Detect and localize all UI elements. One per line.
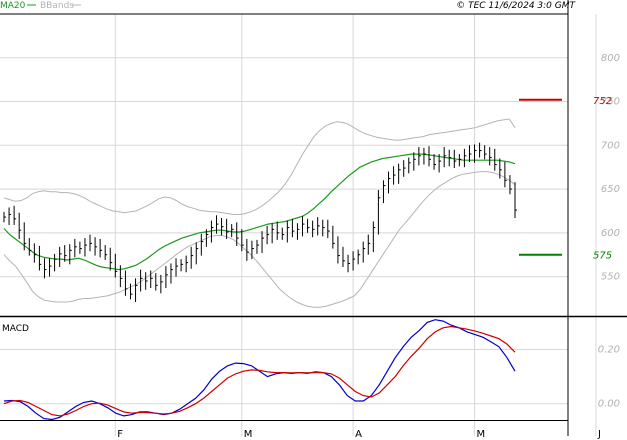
macd-line [3,319,516,421]
price-tick-label: 750 [601,97,620,108]
axis-labels: 800 750 700 650 600 550 0.20 0.00 F M A M J 752 575 [117,53,620,440]
price-tick-label: 800 [601,53,620,64]
month-label: M [477,429,486,440]
macd-signal-line [3,325,516,417]
price-bars [3,142,517,302]
macd-tick-label: 0.20 [598,345,620,356]
gridlines [0,14,597,436]
bbands-lower-line [3,171,516,308]
bbands-upper-line [3,118,516,215]
macd-tick-label: 0.00 [598,399,620,410]
legend-bbands: BBands [40,1,74,11]
month-label: F [117,429,123,440]
month-label: M [244,429,253,440]
level-label-752: 752 [593,96,612,107]
price-tick-label: 650 [601,184,620,195]
price-levels [519,98,562,256]
price-tick-label: 600 [601,228,620,239]
copyright-timestamp: © TEC 11/6/2024 3:0 GMT [456,1,576,11]
price-tick-label: 700 [601,140,620,151]
macd-lines [3,319,516,421]
month-label: A [355,429,362,440]
price-tick-label: 550 [601,272,620,283]
ma20-line-group [3,153,516,271]
macd-title: MACD [2,324,29,334]
bollinger-bands [3,118,516,308]
legend-ma20: MA20 [0,1,26,11]
ma20-line [3,153,516,271]
month-label: J [597,429,601,440]
level-label-575: 575 [593,251,612,262]
